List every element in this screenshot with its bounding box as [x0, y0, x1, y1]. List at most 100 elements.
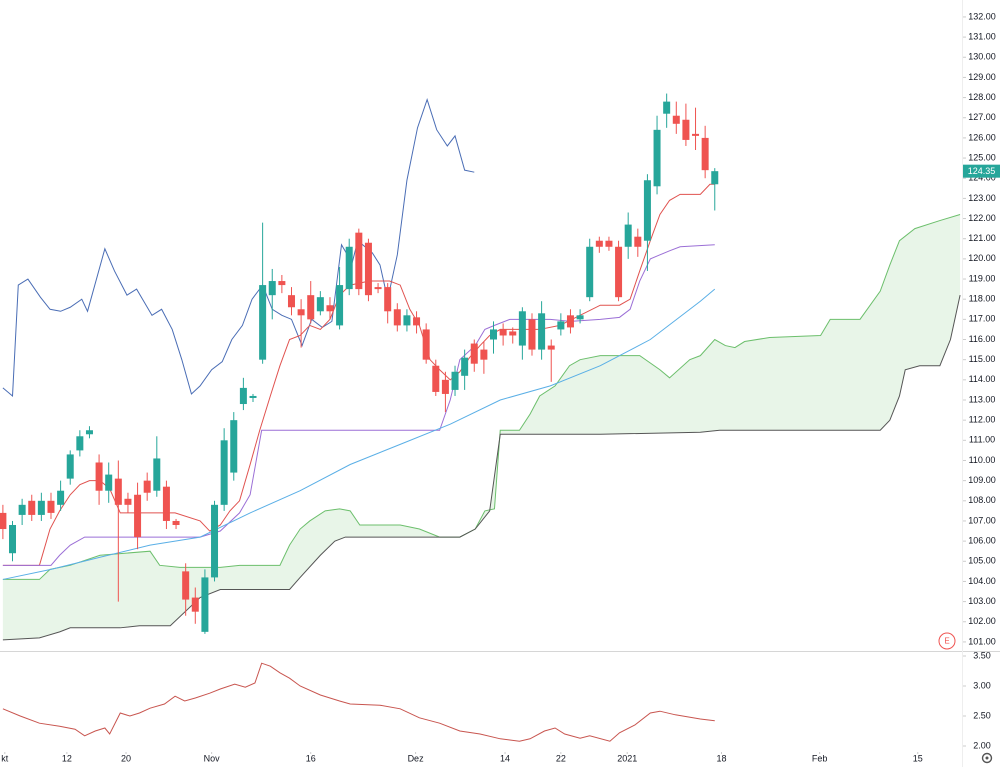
gear-ring[interactable] — [981, 752, 993, 764]
x-tick-label: 16 — [306, 753, 316, 763]
y-tick-label: 102.00 — [968, 616, 996, 626]
cloud-span — [2, 214, 961, 580]
indicator-line — [2, 244, 715, 566]
candle-body — [316, 297, 324, 312]
candle-body — [297, 309, 305, 316]
candle-body — [384, 287, 392, 312]
y-tick-label: 112.00 — [969, 415, 996, 425]
candle-body — [172, 520, 180, 525]
y-tick-label: 128.00 — [968, 92, 996, 102]
candle-body — [364, 242, 372, 296]
y-tick-label: 106.00 — [968, 535, 996, 545]
y-tick-label: 122.00 — [968, 213, 996, 223]
candle-body — [114, 478, 122, 505]
y-tick-label: 121.00 — [968, 233, 996, 243]
y-tick-label: 109.00 — [968, 475, 996, 485]
candle-body — [470, 343, 478, 364]
candle-body — [355, 232, 363, 290]
y-tick-label: 2.00 — [973, 740, 991, 750]
candle-body — [663, 101, 671, 114]
candle-body — [615, 246, 623, 298]
y-tick-label: 108.00 — [968, 495, 996, 505]
candle-body — [518, 311, 526, 346]
candle-body — [566, 315, 574, 328]
x-tick-label: kt — [1, 753, 9, 763]
y-tick-label: 132.00 — [968, 11, 996, 21]
candle-body — [211, 504, 219, 578]
candle-body — [624, 224, 632, 247]
candle-body — [28, 500, 36, 515]
candle-body — [393, 309, 401, 326]
x-tick-label: Dez — [408, 753, 425, 763]
earnings-badge[interactable] — [938, 632, 956, 650]
y-tick-label: 119.00 — [969, 273, 996, 283]
cloud-fill — [2, 214, 961, 640]
candle-body — [47, 500, 55, 513]
candle-body — [692, 133, 700, 136]
candle-body — [124, 498, 132, 505]
candle-body — [268, 281, 276, 296]
candle-body — [547, 345, 555, 350]
earnings-marker[interactable]: E — [944, 637, 949, 646]
candle-body — [105, 474, 113, 491]
y-tick-label: 118.00 — [969, 294, 996, 304]
candle-body — [595, 240, 603, 247]
candle-body — [711, 171, 719, 185]
candle-body — [490, 329, 498, 340]
settings-icon[interactable] — [981, 752, 993, 764]
candle-body — [634, 236, 642, 247]
candle-body — [66, 454, 74, 479]
candle-body — [413, 317, 421, 326]
candle-body — [336, 285, 344, 326]
y-tick-label: 120.00 — [968, 253, 996, 263]
gear-hub[interactable] — [985, 756, 989, 760]
y-tick-label: 131.00 — [968, 31, 996, 41]
y-tick-label: 113.00 — [969, 394, 996, 404]
candle-body — [9, 524, 17, 554]
y-tick-label: 127.00 — [968, 112, 996, 122]
x-tick-label: 2021 — [617, 753, 637, 763]
candle-body — [287, 295, 295, 308]
y-tick-label: 117.00 — [969, 314, 996, 324]
candle-body — [653, 129, 661, 187]
candle-body — [374, 287, 382, 290]
y-tick-label: 129.00 — [968, 72, 996, 82]
candle-body — [432, 365, 440, 392]
last-price-label: 124.35 — [968, 166, 996, 176]
x-tick-label: 12 — [62, 753, 72, 763]
y-tick-label: 111.00 — [969, 435, 995, 445]
candle-body — [37, 500, 45, 515]
candle-body — [345, 246, 353, 290]
y-tick-label: 130.00 — [968, 52, 996, 62]
candle-body — [509, 331, 517, 336]
x-tick-label: Feb — [812, 753, 828, 763]
candle-body — [528, 319, 536, 350]
y-tick-label: 114.00 — [969, 374, 996, 384]
last-price-tag — [963, 164, 1000, 178]
candle-body — [451, 371, 459, 390]
candle-body — [682, 119, 690, 140]
y-tick-label: 105.00 — [968, 556, 996, 566]
candle-body — [18, 504, 26, 515]
candle-body — [307, 295, 315, 320]
candle-body — [239, 387, 247, 405]
y-tick-label: 2.50 — [973, 710, 991, 720]
y-tick-label: 101.00 — [968, 636, 996, 646]
candle-body — [182, 571, 190, 600]
y-tick-label: 103.00 — [968, 596, 996, 606]
candle-body — [701, 137, 709, 171]
candle-body — [403, 315, 411, 326]
y-tick-label: 125.00 — [968, 152, 996, 162]
candle-body — [249, 395, 257, 398]
y-tick-label: 3.00 — [973, 680, 991, 690]
candle-body — [85, 430, 93, 435]
candle-body — [162, 486, 170, 521]
candle-body — [441, 379, 449, 394]
candle-body — [95, 462, 103, 491]
candle-body — [643, 180, 651, 241]
x-tick-label: Nov — [204, 753, 221, 763]
y-tick-label: 115.00 — [969, 354, 996, 364]
candle-body — [576, 315, 584, 320]
